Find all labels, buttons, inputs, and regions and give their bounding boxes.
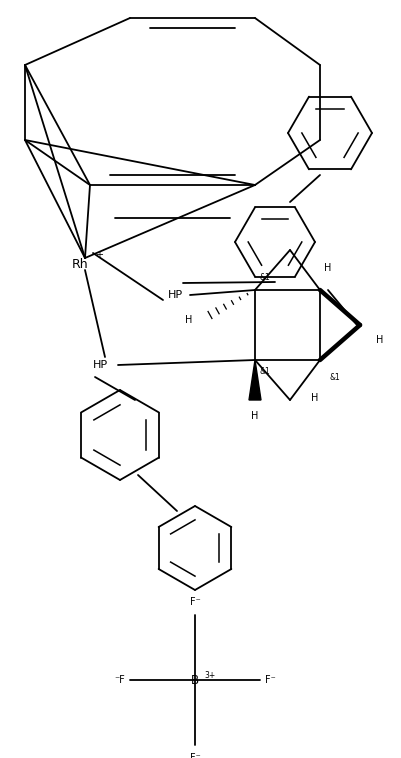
Text: &1: &1 bbox=[259, 274, 270, 283]
Text: H: H bbox=[375, 335, 383, 345]
Text: F⁻: F⁻ bbox=[189, 753, 200, 758]
Text: HP: HP bbox=[92, 360, 107, 370]
Text: H: H bbox=[251, 411, 258, 421]
Text: &1: &1 bbox=[259, 368, 270, 377]
Text: ⁻F: ⁻F bbox=[114, 675, 125, 685]
Text: B: B bbox=[190, 674, 198, 687]
Text: H: H bbox=[324, 263, 331, 273]
Polygon shape bbox=[248, 360, 260, 400]
Text: F⁻: F⁻ bbox=[189, 597, 200, 607]
Text: H: H bbox=[184, 315, 192, 325]
Text: &1: &1 bbox=[329, 374, 340, 383]
Text: 3+: 3+ bbox=[203, 671, 215, 679]
Text: F⁻: F⁻ bbox=[264, 675, 275, 685]
Text: H: H bbox=[310, 393, 318, 403]
Text: +: + bbox=[95, 250, 103, 260]
Text: Rh: Rh bbox=[71, 258, 88, 271]
Text: HP: HP bbox=[167, 290, 182, 300]
